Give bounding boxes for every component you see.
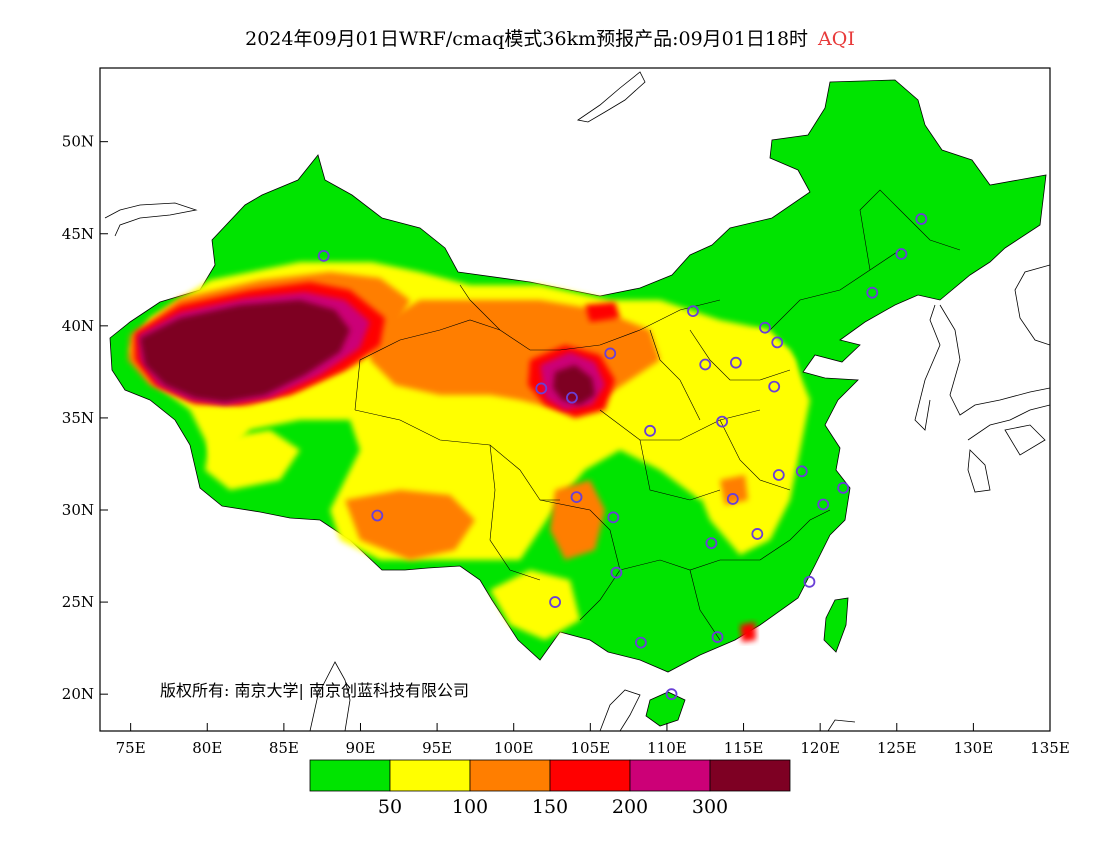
- lon-tick-label: 110E: [647, 739, 687, 757]
- lon-tick-label: 75E: [116, 739, 146, 757]
- lat-tick-label: 35N: [62, 409, 94, 427]
- lon-tick-label: 100E: [494, 739, 534, 757]
- city-marker: [566, 391, 578, 404]
- city-marker: [803, 575, 816, 588]
- caspian-sea-coast: [104, 202, 198, 237]
- colorbar-label: 200: [612, 796, 648, 818]
- aqi-contours: [128, 262, 810, 642]
- city-marker: [705, 537, 718, 550]
- lake-baikal-coast: [576, 71, 646, 123]
- city-marker: [726, 493, 739, 505]
- lat-tick-label: 45N: [62, 225, 94, 243]
- korea-japan-coast: [939, 304, 1050, 416]
- lon-tick-label: 105E: [571, 739, 611, 757]
- lon-tick-label: 135E: [1030, 739, 1070, 757]
- lon-tick-label: 95E: [422, 739, 452, 757]
- aqi-colorbar: 50 100 150 200 300: [309, 759, 791, 818]
- city-marker: [729, 356, 742, 369]
- taiwan-island: [823, 597, 849, 653]
- city-marker: [317, 249, 330, 262]
- city-marker: [535, 382, 548, 395]
- copyright-text: 版权所有: 南京大学| 南京创蓝科技有限公司: [160, 681, 469, 700]
- city-marker: [570, 491, 583, 504]
- hainan-island: [645, 691, 686, 727]
- title-variable: AQI: [818, 28, 855, 50]
- city-marker: [607, 511, 620, 524]
- colorbar-label: 300: [692, 796, 728, 818]
- colorbar-segment: [629, 759, 711, 792]
- city-marker: [687, 305, 699, 318]
- city-marker: [610, 566, 623, 579]
- city-marker: [772, 469, 785, 481]
- city-marker: [604, 347, 617, 360]
- japan-coast: [1014, 264, 1050, 346]
- lat-tick-label: 25N: [62, 593, 94, 611]
- latitude-axis: 50N 45N 40N 35N 30N 25N 20N: [62, 133, 108, 703]
- colorbar-label: 150: [532, 796, 568, 818]
- map-frame: [99, 67, 1051, 732]
- city-marker: [549, 596, 561, 608]
- colorbar-segment: [469, 759, 551, 792]
- contour-orange-e1: [720, 475, 748, 505]
- map-title: 2024年09月01日WRF/cmaq模式36km预报产品:09月01日18时 A…: [0, 24, 1100, 51]
- city-marker: [371, 509, 384, 522]
- longitude-axis: 75E 80E 85E 90E 95E 100E 105E 110E 115E 120E 125E 1…: [116, 723, 1070, 757]
- contour-red-small2: [740, 622, 756, 642]
- lon-tick-label: 120E: [800, 739, 840, 757]
- lon-tick-label: 125E: [877, 739, 917, 757]
- contour-maroon-west: [140, 300, 350, 402]
- contour-orange-sw: [345, 490, 475, 560]
- city-markers: [317, 213, 928, 701]
- city-marker: [795, 465, 808, 478]
- contour-yellow-south: [490, 570, 580, 640]
- contour-yellow-sw: [205, 430, 300, 490]
- city-marker: [915, 213, 928, 225]
- city-marker: [866, 286, 879, 299]
- city-marker: [699, 358, 712, 371]
- neighbor-coastlines: [104, 71, 1050, 731]
- colorbar-label: 100: [452, 796, 488, 818]
- korea-east-coast: [914, 304, 941, 431]
- contour-orange-sc: [550, 480, 605, 560]
- lon-tick-label: 85E: [269, 739, 299, 757]
- city-marker: [716, 415, 728, 428]
- lon-tick-label: 80E: [192, 739, 222, 757]
- lon-tick-label: 90E: [345, 739, 375, 757]
- colorbar-segment: [309, 759, 391, 792]
- province-boundaries: [354, 189, 961, 641]
- map-area: [104, 71, 1050, 731]
- lon-tick-label: 130E: [954, 739, 994, 757]
- colorbar-segment: [549, 759, 631, 792]
- southeast-asia-coast: [309, 661, 856, 731]
- city-marker: [751, 528, 764, 540]
- contour-red-small1: [585, 302, 620, 322]
- title-main: 2024年09月01日WRF/cmaq模式36km预报产品:09月01日18时: [245, 28, 809, 50]
- city-marker: [817, 498, 830, 511]
- city-marker: [665, 688, 678, 701]
- lat-tick-label: 30N: [62, 501, 94, 519]
- lat-tick-label: 40N: [62, 317, 94, 335]
- contour-maroon-central: [553, 365, 595, 405]
- city-marker: [634, 636, 647, 649]
- city-marker: [768, 380, 781, 393]
- lat-tick-label: 50N: [62, 133, 94, 151]
- city-marker: [837, 481, 850, 494]
- lat-tick-label: 20N: [62, 685, 94, 703]
- lon-tick-label: 115E: [724, 739, 764, 757]
- colorbar-segment: [389, 759, 471, 792]
- city-marker: [711, 631, 724, 643]
- colorbar-label: 50: [378, 796, 402, 818]
- city-marker: [644, 424, 656, 437]
- colorbar-segment: [709, 759, 791, 792]
- city-marker: [771, 336, 784, 349]
- japan-islands: [967, 404, 1050, 493]
- city-marker: [895, 248, 908, 260]
- city-marker: [759, 321, 771, 334]
